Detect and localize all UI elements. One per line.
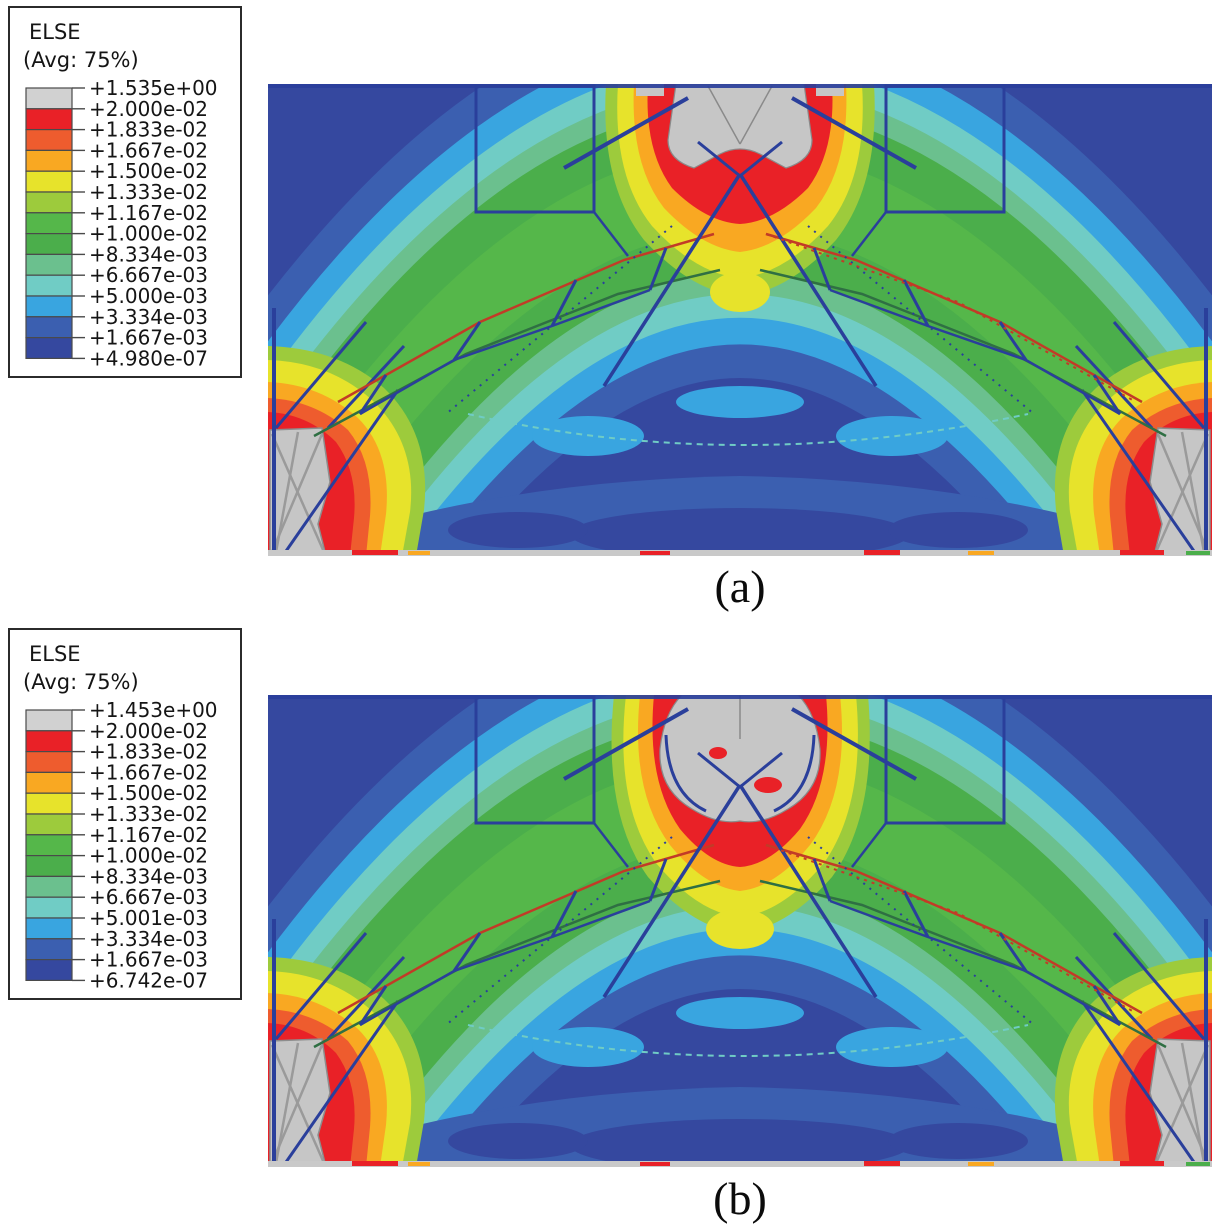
legend-level-label: +6.742e-07 [89, 968, 208, 992]
legend-level-label: +2.000e-02 [89, 97, 208, 121]
legend-title: ELSE [29, 20, 81, 44]
legend-scale-b: ELSE (Avg: 75%) +1.453e+00+2.000e-02+1.833… [23, 642, 218, 992]
legend-level-label: +4.980e-07 [89, 346, 208, 370]
legend-swatch [25, 709, 73, 732]
legend-swatch [25, 253, 73, 276]
legend-swatch [25, 191, 73, 214]
panel-caption-a: (a) [714, 561, 766, 612]
legend-level-label: +6.667e-03 [89, 263, 208, 287]
crown-mesh-lines [445, 707, 1137, 1026]
legend-panel-b: ELSE (Avg: 75%) +1.453e+00 +2.000e-02 +1.833… [8, 628, 242, 1000]
legend-panel-a: ELSE (Avg: 75%) +1.535e+00 +2.000e-02 +1.833… [8, 6, 242, 378]
model-boundary [268, 84, 1212, 556]
legend-level-label: +1.500e-02 [89, 159, 208, 183]
legend-swatch [25, 108, 73, 131]
legend-level-label: +1.167e-02 [89, 201, 208, 225]
legend-swatch [25, 730, 73, 753]
legend-level-label: +1.500e-02 [89, 781, 208, 805]
legend-swatch [25, 750, 73, 773]
legend-swatch [25, 170, 73, 193]
bottom-center-region [348, 386, 1132, 556]
legend-level-label: +3.334e-03 [89, 305, 208, 329]
legend-swatch [25, 212, 73, 235]
legend-level-label: +1.000e-02 [89, 222, 208, 246]
legend-level-label: +2.000e-02 [89, 719, 208, 743]
arch-ring-lines-left [313, 822, 721, 1049]
legend-level-label: +5.000e-03 [89, 284, 208, 308]
legend-swatch [25, 128, 73, 151]
legend-level-label: +1.667e-03 [89, 326, 208, 350]
legend-level-label: +1.667e-03 [89, 948, 208, 972]
legend-level-label: +1.833e-02 [89, 740, 208, 764]
contour-field-b [268, 695, 1212, 1167]
legend-swatch [25, 771, 73, 794]
legend-swatch [25, 834, 73, 857]
model-boundary [268, 695, 1212, 1167]
legend-swatch [25, 295, 73, 318]
legend-level-label: +3.334e-03 [89, 927, 208, 951]
legend-swatch [25, 337, 73, 360]
legend-level-label: +1.453e+00 [89, 698, 218, 722]
legend-level-label: +5.001e-03 [89, 906, 208, 930]
legend-level-label: +1.667e-02 [89, 760, 208, 784]
legend-level-label: +1.167e-02 [89, 823, 208, 847]
crown-mesh-lines [445, 96, 1137, 415]
legend-swatch [25, 896, 73, 919]
legend-swatch [25, 959, 73, 982]
legend-level-label: +1.535e+00 [89, 76, 218, 100]
legend-level-label: +8.334e-03 [89, 242, 208, 266]
legend-swatch [25, 792, 73, 815]
contour-plot-b [268, 695, 1212, 1167]
panel-caption-b: (b) [713, 1173, 767, 1224]
contour-field-a [268, 84, 1212, 556]
legend-swatch [25, 87, 73, 110]
legend-level-label: +1.333e-02 [89, 180, 208, 204]
keystone-block-region [611, 695, 870, 949]
legend-swatch [25, 316, 73, 339]
legend-swatch [25, 855, 73, 878]
legend-swatch [25, 917, 73, 940]
legend-swatch [25, 938, 73, 961]
corner-block-left [268, 308, 426, 556]
legend-swatch [25, 813, 73, 836]
legend-level-label: +1.667e-02 [89, 138, 208, 162]
legend-swatch [25, 875, 73, 898]
legend-swatch [25, 149, 73, 172]
legend-level-label: +8.334e-03 [89, 864, 208, 888]
legend-title: ELSE [29, 642, 81, 666]
legend-subtitle: (Avg: 75%) [23, 48, 139, 72]
legend-subtitle: (Avg: 75%) [23, 670, 139, 694]
legend-level-label: +1.333e-02 [89, 802, 208, 826]
legend-scale-a: ELSE (Avg: 75%) +1.535e+00+2.000e-02+1.833… [23, 20, 218, 370]
legend-swatch [25, 233, 73, 256]
legend-swatch [25, 274, 73, 297]
bottom-center-region [348, 997, 1132, 1167]
legend-level-label: +1.833e-02 [89, 118, 208, 142]
contour-plot-a [268, 84, 1212, 556]
legend-level-label: +6.667e-03 [89, 885, 208, 909]
legend-level-label: +1.000e-02 [89, 844, 208, 868]
